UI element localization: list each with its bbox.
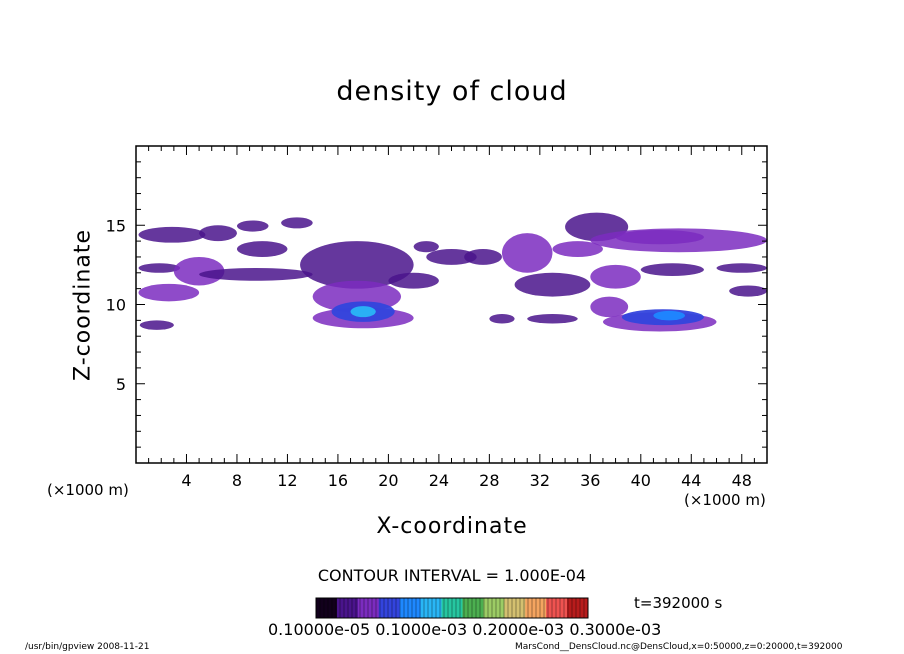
x-tick-label: 8 <box>232 471 242 490</box>
density-region <box>514 272 591 297</box>
density-region <box>590 264 641 289</box>
x-tick-label: 32 <box>530 471 550 490</box>
colorbar-swatch <box>567 598 589 618</box>
x-tick-label: 40 <box>631 471 651 490</box>
colorbar-swatch <box>316 598 338 618</box>
y-tick-label: 10 <box>106 296 126 315</box>
colorbar-labels: 0.10000e-05 0.1000e-03 0.2000e-03 0.3000… <box>268 620 662 639</box>
plot-frame <box>135 145 768 464</box>
x-tick-label: 24 <box>429 471 449 490</box>
colorbar-swatch <box>336 598 359 618</box>
x-axis-label: X-coordinate <box>376 514 528 539</box>
density-region <box>236 220 269 232</box>
x-tick-label: 28 <box>479 471 499 490</box>
colorbar-swatch <box>546 598 568 618</box>
density-region <box>236 241 288 257</box>
density-region <box>501 233 553 273</box>
density-region <box>138 226 206 243</box>
colorbar-swatch <box>378 598 401 618</box>
x-tick-label: 44 <box>681 471 701 490</box>
density-region <box>138 263 181 273</box>
density-region <box>489 314 515 324</box>
x-unit-label-left: (×1000 m) <box>47 481 129 499</box>
density-region <box>199 225 237 242</box>
colorbar-swatch <box>483 598 505 618</box>
density-region <box>388 272 439 289</box>
footer-program-date: /usr/bin/gpview 2008-11-21 <box>25 642 150 652</box>
density-region <box>350 306 376 318</box>
density-region <box>640 263 704 276</box>
density-region <box>139 320 174 330</box>
density-region <box>199 268 313 281</box>
colorbar-swatch <box>357 598 380 618</box>
colorbar-swatch <box>420 598 443 618</box>
x-tick-label: 48 <box>732 471 752 490</box>
colorbar-swatch <box>399 598 422 618</box>
colorbar <box>315 597 589 619</box>
colorbar-swatch <box>504 598 526 618</box>
x-tick-label: 36 <box>580 471 600 490</box>
density-region <box>716 263 767 273</box>
time-label: t=392000 s <box>634 594 723 612</box>
footer-data-source: MarsCond__DensCloud.nc@DensCloud,x=0:500… <box>515 642 843 652</box>
density-region <box>615 230 704 245</box>
colorbar-frame <box>315 597 589 619</box>
density-region <box>426 249 477 265</box>
y-axis-label: Z-coordinate <box>70 229 96 381</box>
density-region <box>300 241 414 289</box>
x-tick-label: 12 <box>277 471 297 490</box>
density-region <box>729 285 767 297</box>
density-region <box>653 310 685 321</box>
colorbar-swatch <box>462 598 484 618</box>
contour-interval: CONTOUR INTERVAL = 1.000E-04 <box>317 566 587 585</box>
chart-title: density of cloud <box>336 76 568 107</box>
density-region <box>527 314 578 324</box>
x-tick-label: 4 <box>181 471 191 490</box>
density-region <box>413 241 439 253</box>
cloud-density-field <box>138 212 767 332</box>
y-tick-label: 5 <box>116 375 126 394</box>
x-tick-label: 20 <box>378 471 398 490</box>
x-tick-label: 16 <box>328 471 348 490</box>
y-tick-label: 15 <box>106 216 126 235</box>
density-region <box>138 283 200 302</box>
density-region <box>281 217 313 229</box>
density-region <box>552 241 603 257</box>
x-unit-label-right: (×1000 m) <box>684 491 766 509</box>
density-region <box>590 296 629 318</box>
density-region <box>464 249 502 265</box>
